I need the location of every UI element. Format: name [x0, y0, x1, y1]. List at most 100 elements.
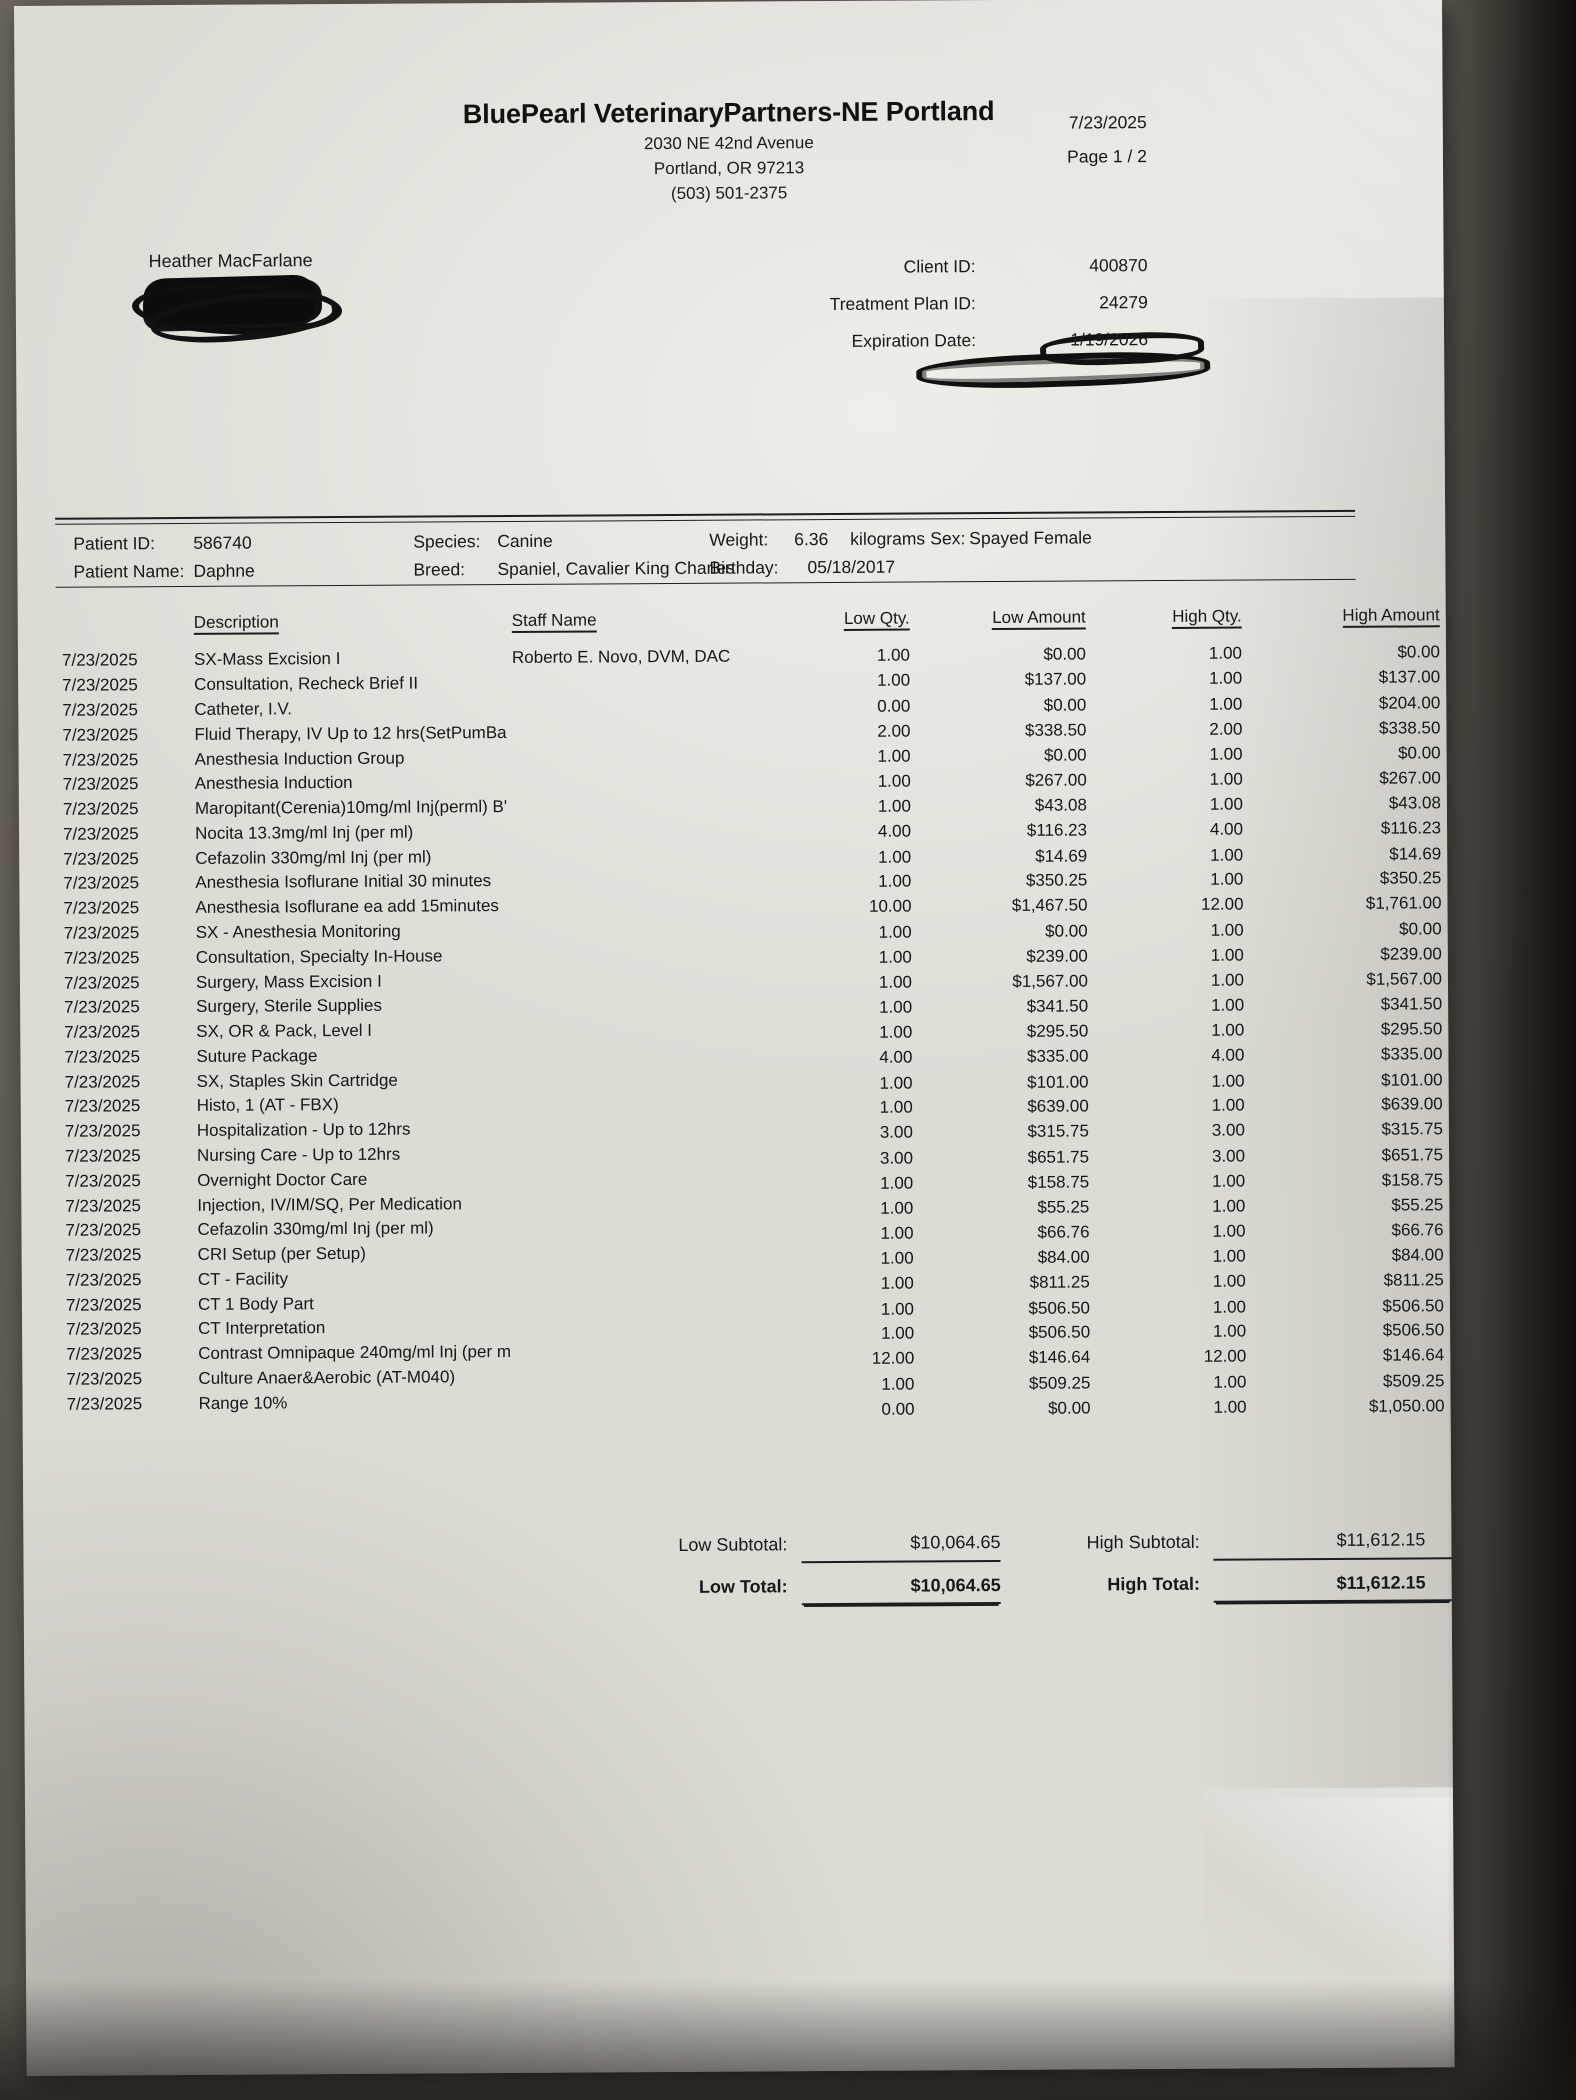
cell-low-amount: $338.50 [1024, 720, 1087, 740]
document-date: 7/23/2025 [1068, 112, 1147, 133]
cell-high-qty: 12.00 [1200, 894, 1244, 914]
cell-low-qty: 1.00 [878, 847, 912, 867]
cell-low-qty: 4.00 [877, 821, 912, 841]
cell-high-qty: 1.00 [1210, 869, 1244, 890]
cell-date: 7/23/2025 [62, 724, 139, 745]
birthday-value: 05/18/2017 [807, 556, 896, 578]
cell-high-qty: 1.00 [1210, 970, 1245, 990]
sex-value: Spayed Female [969, 527, 1092, 549]
clinic-address: 2030 NE 42nd Avenue [643, 133, 814, 154]
birthday-label: Birthday: [709, 557, 779, 578]
cell-low-qty: 0.00 [877, 696, 911, 716]
cell-low-amount: $350.25 [1025, 870, 1088, 891]
cell-low-amount: $0.00 [1043, 695, 1087, 715]
clinic-name: BluePearl VeterinaryPartners-NE Portland [462, 96, 995, 130]
cell-staff-name [516, 1314, 766, 1340]
cell-high-qty: 1.00 [1212, 1196, 1246, 1216]
high-subtotal-value: $11,612.15 [1213, 1529, 1452, 1560]
cell-high-amount: $1,567.00 [1366, 968, 1443, 989]
cell-low-qty: 1.00 [881, 1374, 915, 1394]
cell-staff-name [514, 1066, 764, 1092]
cell-low-qty: 1.00 [880, 1248, 914, 1268]
cell-description: Suture Package [196, 1046, 318, 1066]
cell-low-qty: 1.00 [879, 1073, 913, 1093]
cell-description: Anesthesia Isoflurane ea add 15minutes [195, 896, 499, 918]
cell-description: Injection, IV/IM/SQ, Per Medication [197, 1193, 462, 1215]
cell-low-qty: 1.00 [879, 1097, 913, 1118]
cell-date: 7/23/2025 [64, 1071, 141, 1092]
cell-high-qty: 1.00 [1212, 1246, 1246, 1266]
cell-low-qty: 1.00 [880, 1324, 915, 1344]
cell-low-amount: $116.23 [1026, 820, 1088, 840]
cell-high-amount: $84.00 [1391, 1245, 1444, 1265]
cell-staff-name [514, 1041, 764, 1067]
cell-low-qty: 1.00 [880, 1223, 914, 1244]
photo-edge-shadow-right [1446, 0, 1576, 2100]
species-label: Species: [413, 531, 481, 552]
cell-low-amount: $0.00 [1043, 644, 1087, 665]
high-total-value: $11,612.15 [1213, 1558, 1452, 1602]
cell-low-qty: 1.00 [879, 1022, 913, 1042]
cell-description: Cefazolin 330mg/ml Inj (per ml) [197, 1218, 434, 1240]
cell-high-qty: 12.00 [1203, 1346, 1247, 1367]
client-id-label: Client ID: [903, 256, 976, 277]
cell-high-amount: $1,761.00 [1365, 893, 1442, 913]
cell-high-amount: $0.00 [1397, 642, 1441, 662]
cell-date: 7/23/2025 [63, 848, 139, 869]
sex-label: Sex: [930, 528, 966, 549]
cell-staff-name [512, 719, 762, 745]
cell-high-amount: $146.64 [1382, 1345, 1445, 1365]
cell-description: Maropitant(Cerenia)10mg/ml Inj(perml) B' [194, 797, 508, 818]
cell-low-qty: 1.00 [880, 1299, 915, 1319]
cell-staff-name [513, 892, 763, 918]
cell-high-qty: 1.00 [1211, 1095, 1245, 1116]
cell-high-amount: $239.00 [1380, 944, 1442, 964]
cell-staff-name [516, 1338, 766, 1364]
cell-high-amount: $811.25 [1383, 1270, 1444, 1290]
cell-description: Catheter, I.V. [194, 699, 293, 719]
cell-low-qty: 1.00 [878, 922, 912, 942]
cell-low-qty: 3.00 [879, 1148, 914, 1168]
client-id-row: Client ID: 400870 [829, 247, 1148, 286]
cell-low-qty: 1.00 [878, 972, 913, 992]
cell-staff-name [514, 917, 764, 943]
cell-date: 7/23/2025 [65, 1220, 142, 1241]
cell-high-amount: $350.25 [1379, 868, 1442, 889]
cell-high-qty: 1.00 [1211, 1020, 1245, 1040]
cell-high-amount: $295.50 [1380, 1019, 1443, 1039]
cell-date: 7/23/2025 [62, 700, 138, 720]
letterhead: BluePearl VeterinaryPartners-NE Portland… [15, 93, 1444, 208]
patient-id-label: Patient ID: [73, 533, 156, 554]
cell-low-amount: $137.00 [1024, 669, 1087, 690]
cell-high-qty: 1.00 [1209, 769, 1243, 790]
cell-staff-name [513, 843, 763, 869]
patient-name-label: Patient Name: [73, 560, 185, 582]
line-items-table: Description Staff Name Low Qty. Low Amou… [18, 605, 1451, 1419]
cell-staff-name [512, 669, 762, 695]
cell-high-amount: $55.25 [1391, 1194, 1444, 1215]
clinic-city-state-zip: Portland, OR 97213 [653, 158, 805, 179]
cell-high-qty: 1.00 [1208, 643, 1243, 664]
cell-staff-name [514, 967, 764, 993]
cell-low-amount: $0.00 [1043, 744, 1087, 765]
cell-description: Consultation, Specialty In-House [195, 946, 443, 967]
column-header-low-qty: Low Qty. [762, 608, 910, 645]
cell-description: Surgery, Sterile Supplies [196, 996, 383, 1017]
weight-units: kilograms [850, 528, 926, 549]
cell-high-amount: $335.00 [1380, 1044, 1443, 1064]
cell-description: CT 1 Body Part [197, 1293, 314, 1314]
cell-low-qty: 1.00 [878, 947, 912, 967]
cell-date: 7/23/2025 [64, 1022, 140, 1042]
expiration-date-row: Expiration Date: 1/19/2026 [830, 321, 1148, 360]
column-header-high-qty: High Qty. [1086, 606, 1242, 643]
weight-label: Weight: [709, 529, 769, 550]
cell-description: Anesthesia Induction [194, 773, 353, 794]
cell-high-qty: 1.00 [1213, 1397, 1247, 1417]
cell-low-qty: 3.00 [879, 1122, 913, 1142]
totals-gap [1000, 1532, 1018, 1561]
cell-date: 7/23/2025 [64, 1047, 141, 1067]
cell-low-amount: $84.00 [1037, 1247, 1090, 1267]
cell-high-qty: 1.00 [1212, 1321, 1247, 1342]
cell-low-amount: $295.50 [1026, 1021, 1089, 1041]
expiration-date-label: Expiration Date: [851, 329, 977, 351]
